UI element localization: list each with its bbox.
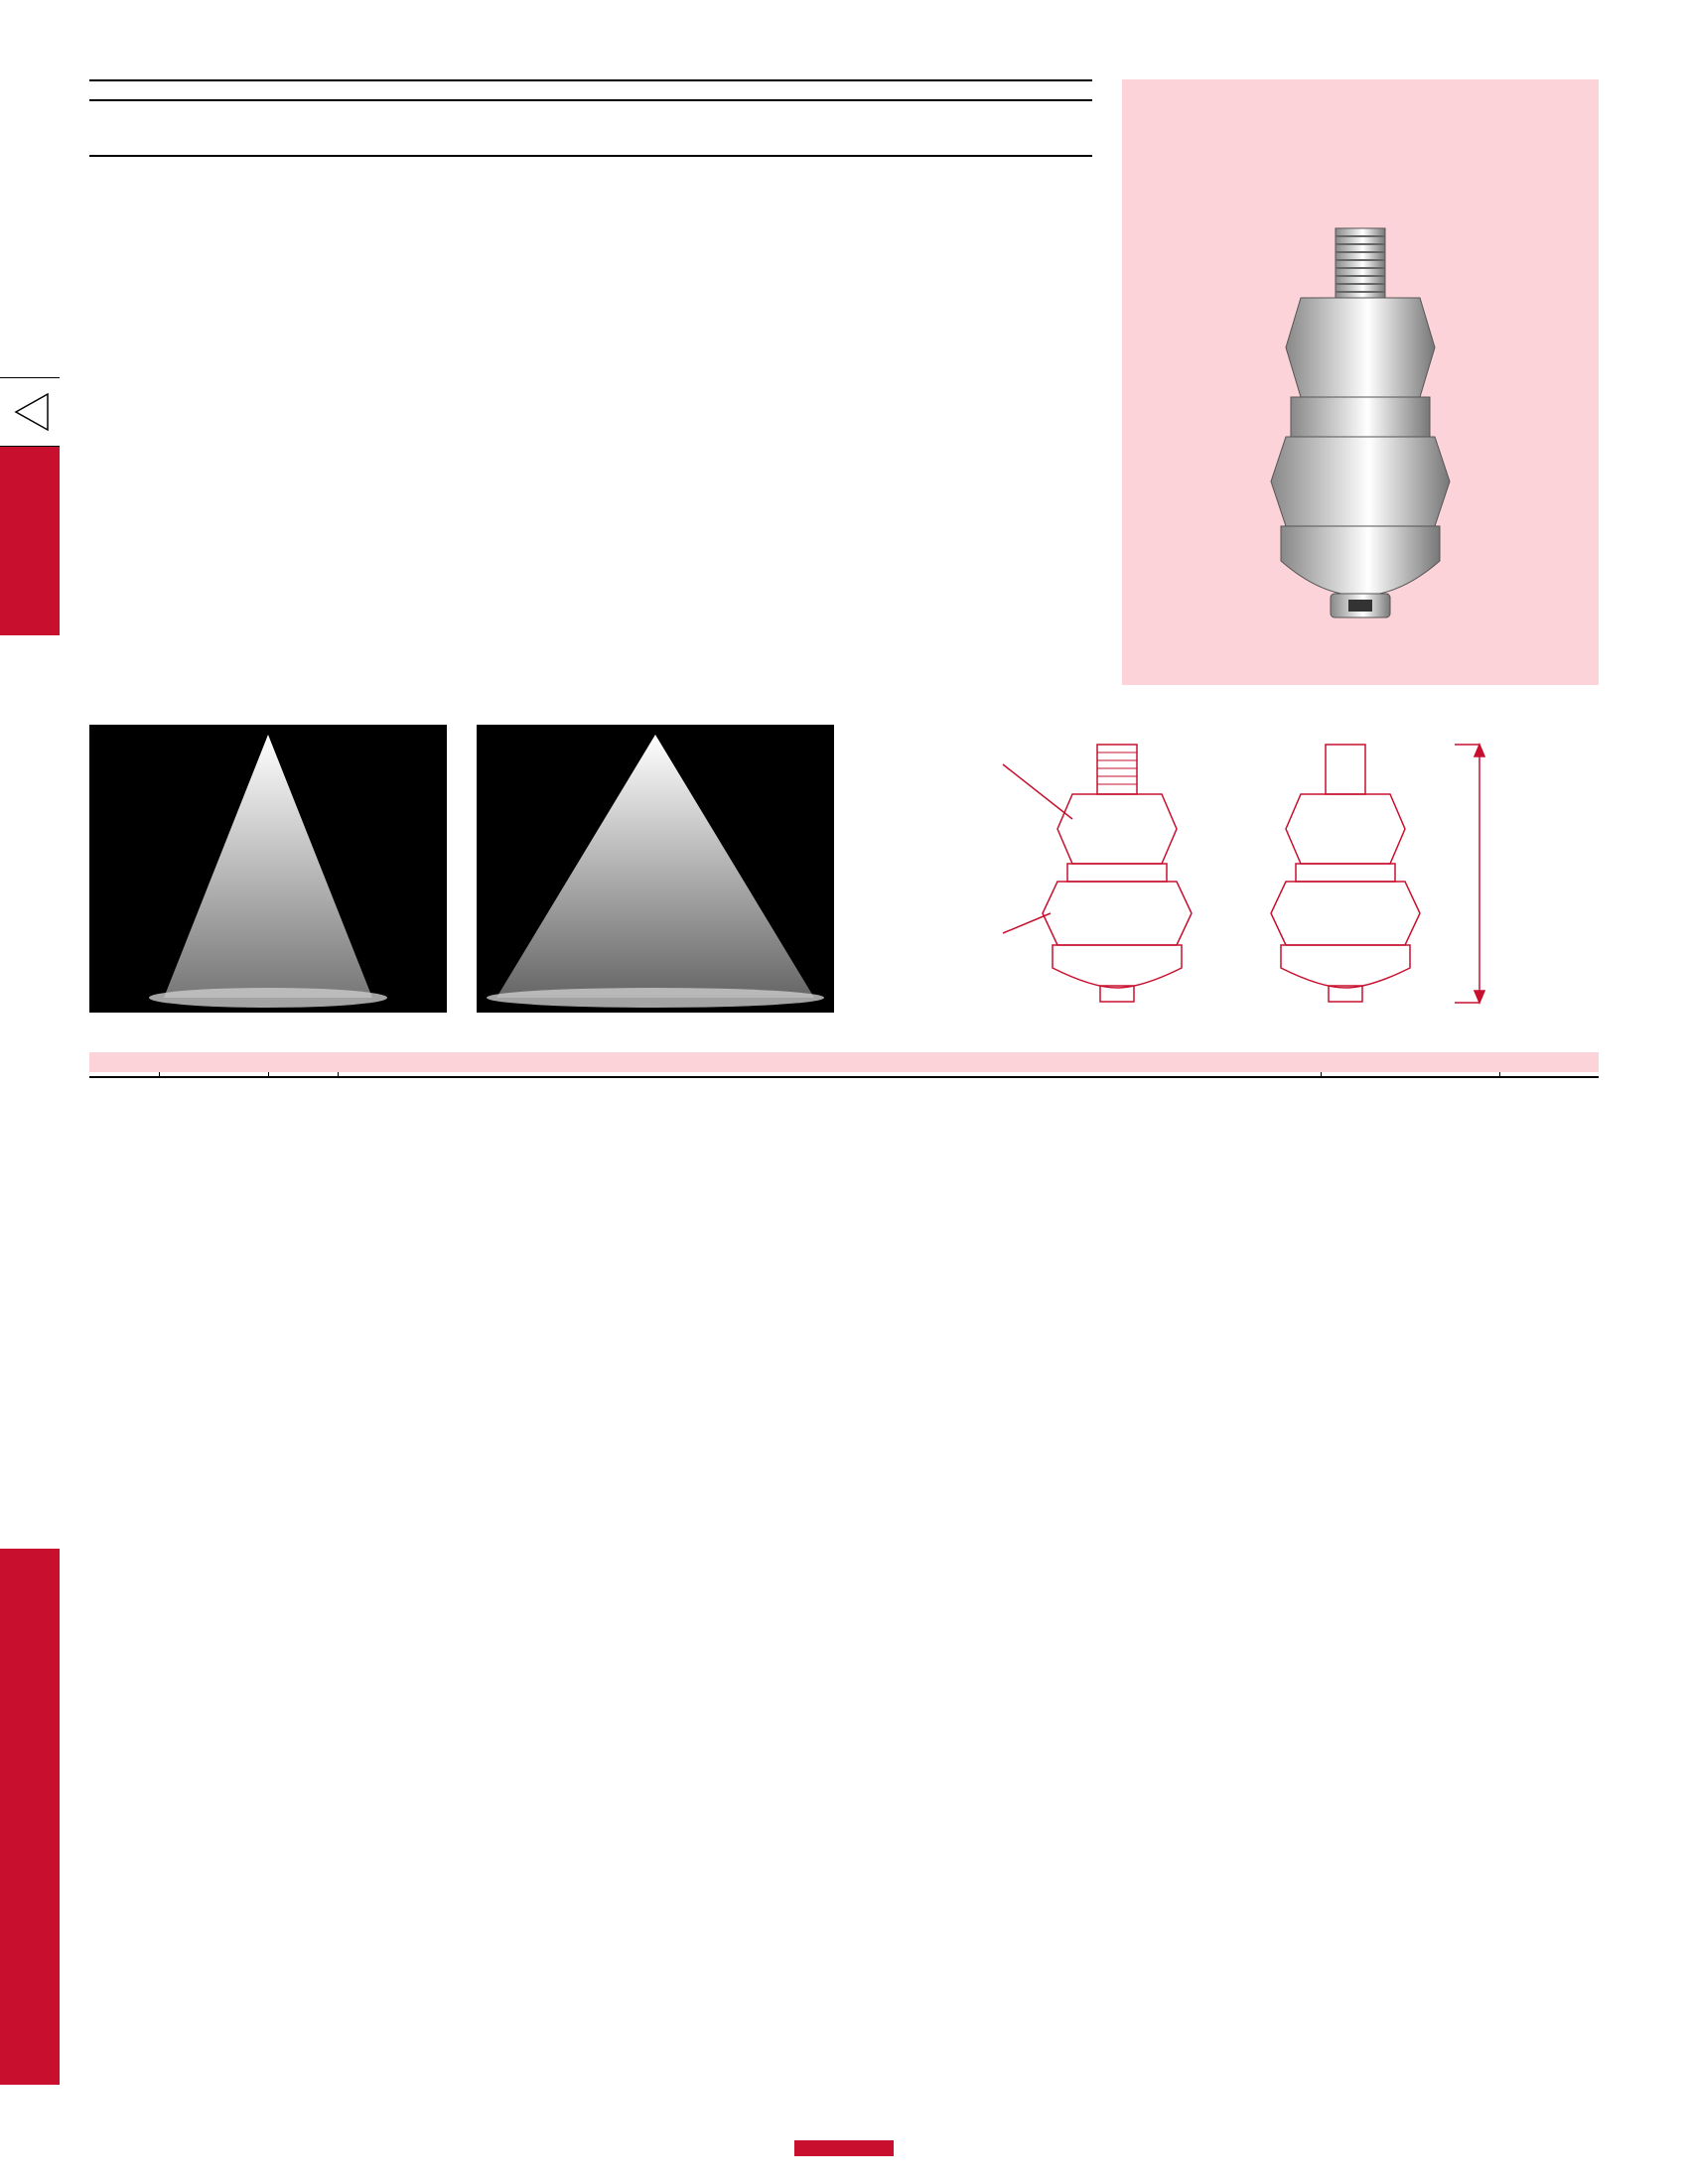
th-nozzle bbox=[159, 1072, 268, 1077]
th-angles bbox=[338, 1072, 1321, 1077]
th-mesh bbox=[1321, 1072, 1499, 1077]
features-row bbox=[89, 107, 1092, 157]
spray-photo-50 bbox=[89, 725, 447, 1023]
table-title-bar bbox=[89, 1052, 1599, 1072]
th-pipe bbox=[89, 1072, 159, 1077]
header-row bbox=[89, 79, 1599, 685]
design-features bbox=[89, 125, 571, 131]
product-subtitle bbox=[89, 87, 1092, 101]
fan-triangle-icon bbox=[0, 377, 60, 447]
spray-photo-80 bbox=[477, 725, 834, 1023]
spray-table bbox=[89, 1072, 1599, 1078]
spray-characteristics bbox=[611, 125, 1092, 131]
nozzle-illustration bbox=[1231, 218, 1489, 645]
th-flow bbox=[268, 1072, 338, 1077]
side-tab-fan bbox=[0, 377, 60, 635]
photos-row bbox=[89, 725, 1599, 1023]
product-logo bbox=[89, 79, 1092, 81]
side-tab-order bbox=[0, 1549, 60, 2085]
page bbox=[0, 0, 1688, 2184]
footer-url bbox=[794, 2140, 894, 2156]
hero-image-box bbox=[1122, 79, 1599, 685]
dimension-drawing bbox=[864, 725, 1599, 1023]
th-wt bbox=[1499, 1072, 1599, 1077]
header-left bbox=[89, 79, 1092, 685]
